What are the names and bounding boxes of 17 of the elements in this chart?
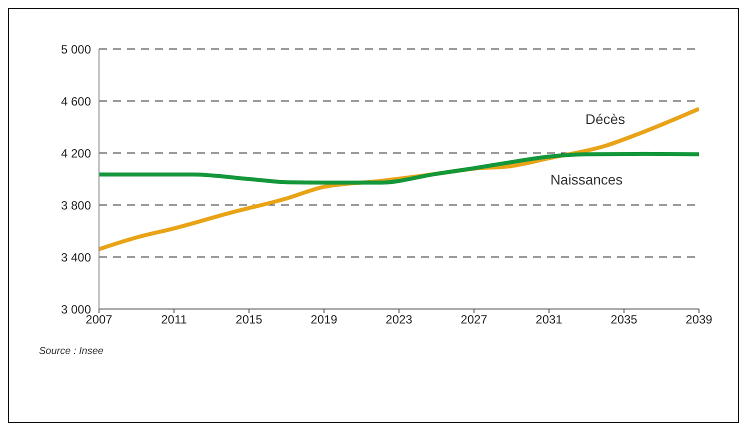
series-label: Naissances — [550, 171, 623, 188]
y-tick-label: 5 000 — [60, 42, 92, 56]
x-tick-label: 2015 — [236, 312, 263, 327]
y-tick-label: 3 800 — [60, 198, 92, 212]
x-tick-label: 2031 — [536, 312, 563, 327]
source-note: Source : Insee — [39, 346, 104, 357]
x-tick-label: 2011 — [161, 312, 188, 327]
x-tick-label: 2027 — [460, 312, 488, 327]
x-tick-label: 2019 — [310, 312, 338, 327]
series-label: Décès — [585, 110, 626, 127]
x-tick-label: 2039 — [686, 312, 713, 327]
y-tick-label: 4 600 — [60, 94, 92, 108]
line-series — [99, 152, 699, 185]
y-tick-label: 3 400 — [60, 250, 92, 264]
x-tick-label: 2023 — [386, 312, 413, 327]
x-tick-label: 2035 — [610, 312, 638, 327]
y-tick-label: 4 200 — [60, 146, 92, 160]
